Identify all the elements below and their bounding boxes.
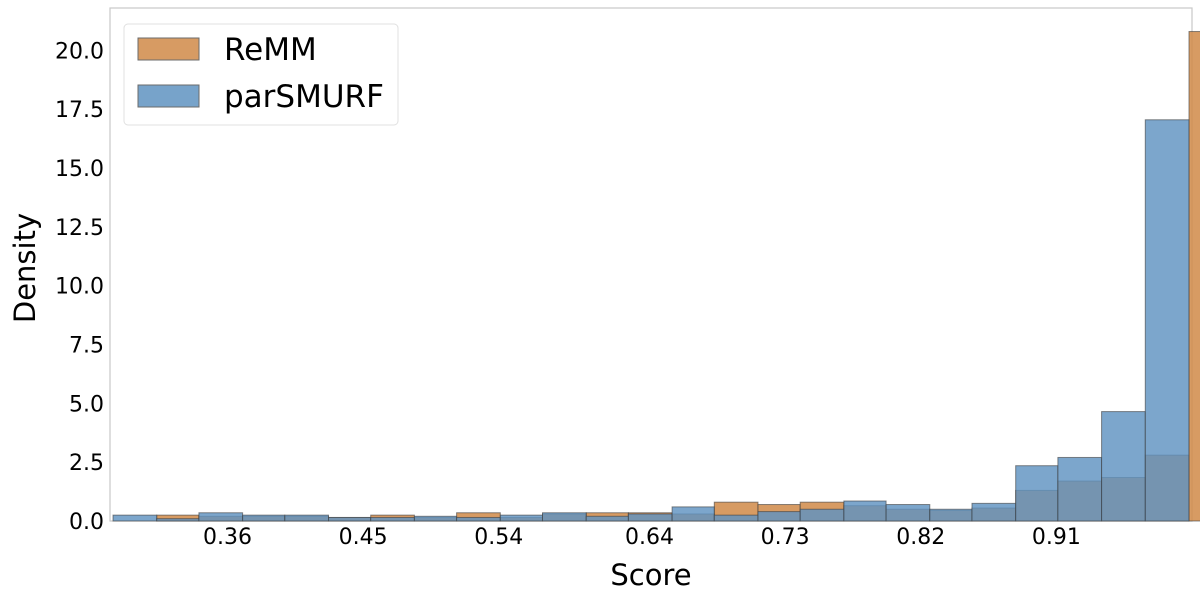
- bar-parsmurf-11: [585, 515, 629, 522]
- bar-parsmurf-17: [843, 500, 887, 522]
- bar-parsmurf-18: [885, 504, 931, 522]
- bar-parsmurf-3: [242, 514, 286, 522]
- x-tick-label: 0.45: [339, 525, 388, 550]
- bar-parsmurf-5: [328, 516, 372, 522]
- x-tick-label: 0.82: [896, 525, 945, 550]
- bar-parsmurf-14: [713, 514, 759, 522]
- bar-parsmurf-16: [799, 508, 845, 522]
- legend-swatch-parsmurf: [137, 84, 200, 108]
- bar-parsmurf-24: [1144, 119, 1190, 522]
- y-tick-label: 15.0: [55, 157, 104, 182]
- x-tick-label: 0.36: [203, 525, 252, 550]
- x-tick-label: 0.64: [625, 525, 674, 550]
- legend-swatch-remm: [137, 37, 200, 61]
- bar-parsmurf-6: [370, 516, 415, 522]
- bar-parsmurf-23: [1101, 411, 1146, 522]
- y-tick-label: 7.5: [69, 334, 104, 359]
- bar-parsmurf-7: [413, 515, 458, 522]
- y-tick-label: 0.0: [69, 510, 104, 535]
- series-layer: [112, 31, 1200, 522]
- x-axis-label: Score: [610, 558, 691, 592]
- bar-parsmurf-22: [1057, 456, 1103, 522]
- y-tick-label: 20.0: [55, 39, 104, 64]
- bar-parsmurf-12: [627, 513, 673, 522]
- bar-parsmurf-4: [284, 514, 330, 522]
- x-tick-labels: 0.36 0.45 0.54 0.64 0.73 0.82 0.91: [203, 525, 1081, 550]
- x-tick-label: 0.91: [1032, 525, 1081, 550]
- bar-parsmurf-8: [456, 516, 501, 522]
- bar-parsmurf-20: [971, 502, 1017, 522]
- y-tick-label: 2.5: [69, 451, 104, 476]
- bar-parsmurf-15: [757, 511, 801, 522]
- y-axis-label: Density: [8, 213, 42, 323]
- bar-parsmurf-1: [156, 518, 200, 522]
- x-tick-label: 0.54: [474, 525, 523, 550]
- y-tick-labels: 0.0 2.5 5.0 7.5 10.0 12.5 15.0 17.5 20.0: [55, 39, 104, 535]
- bar-parsmurf-21: [1015, 465, 1059, 522]
- bar-parsmurf-13: [671, 506, 715, 522]
- legend: ReMM parSMURF: [123, 23, 399, 126]
- x-tick-label: 0.73: [761, 525, 810, 550]
- bar-parsmurf-19: [929, 508, 973, 522]
- legend-label-remm: ReMM: [224, 32, 317, 68]
- bar-remm-24: [1188, 31, 1200, 522]
- legend-label-parsmurf: parSMURF: [224, 79, 384, 115]
- series-parsmurf: [112, 119, 1190, 522]
- bar-parsmurf-10: [542, 512, 587, 522]
- y-tick-label: 17.5: [55, 98, 104, 123]
- bar-parsmurf-0: [112, 514, 158, 522]
- y-tick-label: 10.0: [55, 275, 104, 300]
- y-tick-label: 12.5: [55, 216, 104, 241]
- bar-parsmurf-2: [198, 512, 244, 522]
- y-tick-label: 5.0: [69, 392, 104, 417]
- bar-parsmurf-9: [499, 514, 543, 522]
